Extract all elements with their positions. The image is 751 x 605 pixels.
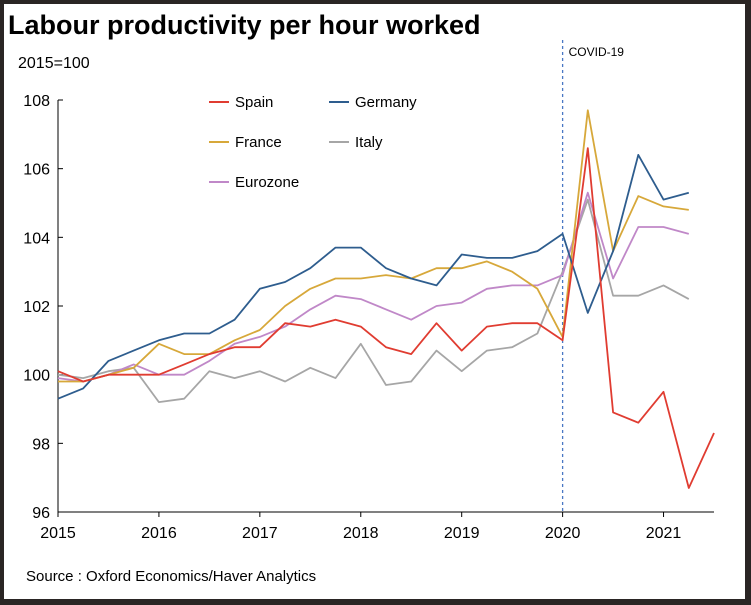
productivity-chart: Labour productivity per hour worked 2015…: [8, 10, 715, 585]
chart-subtitle: 2015=100: [18, 55, 90, 72]
y-tick-label: 100: [23, 368, 50, 385]
x-tick-label: 2018: [343, 525, 379, 542]
series-line-france: [58, 109, 689, 383]
y-tick-label: 104: [23, 230, 50, 247]
series-group: [57, 109, 715, 489]
y-tick-label: 98: [32, 436, 50, 453]
x-tick-label: 2020: [545, 525, 581, 542]
covid-label: COVID-19: [569, 45, 625, 59]
x-tick-label: 2015: [40, 525, 76, 542]
x-tick-label: 2021: [646, 525, 682, 542]
chart-panel: Labour productivity per hour worked 2015…: [4, 4, 745, 599]
legend-label-france: France: [235, 134, 282, 151]
legend-label-spain: Spain: [235, 94, 273, 111]
series-line-eurozone: [57, 191, 690, 383]
series-line-italy: [57, 198, 690, 404]
chart-title: Labour productivity per hour worked: [8, 10, 481, 40]
x-tick-label: 2016: [141, 525, 177, 542]
y-tick-label: 106: [23, 162, 50, 179]
legend: Spain Germany France Italy Eurozone: [209, 94, 417, 191]
y-tick-label: 108: [23, 93, 50, 110]
series-line-germany: [57, 153, 690, 400]
legend-label-italy: Italy: [355, 134, 383, 151]
legend-label-eurozone: Eurozone: [235, 174, 299, 191]
y-tick-label: 96: [32, 505, 50, 522]
y-tick-label: 102: [23, 299, 50, 316]
x-tick-label: 2019: [444, 525, 480, 542]
source-note: Source : Oxford Economics/Haver Analytic…: [26, 568, 316, 585]
legend-label-germany: Germany: [355, 94, 417, 111]
axes: 96 98 100 102 104 106 108 2015 2016 2017 2018 2019 2…: [23, 93, 714, 542]
series-line-spain: [57, 147, 715, 489]
x-tick-label: 2017: [242, 525, 278, 542]
